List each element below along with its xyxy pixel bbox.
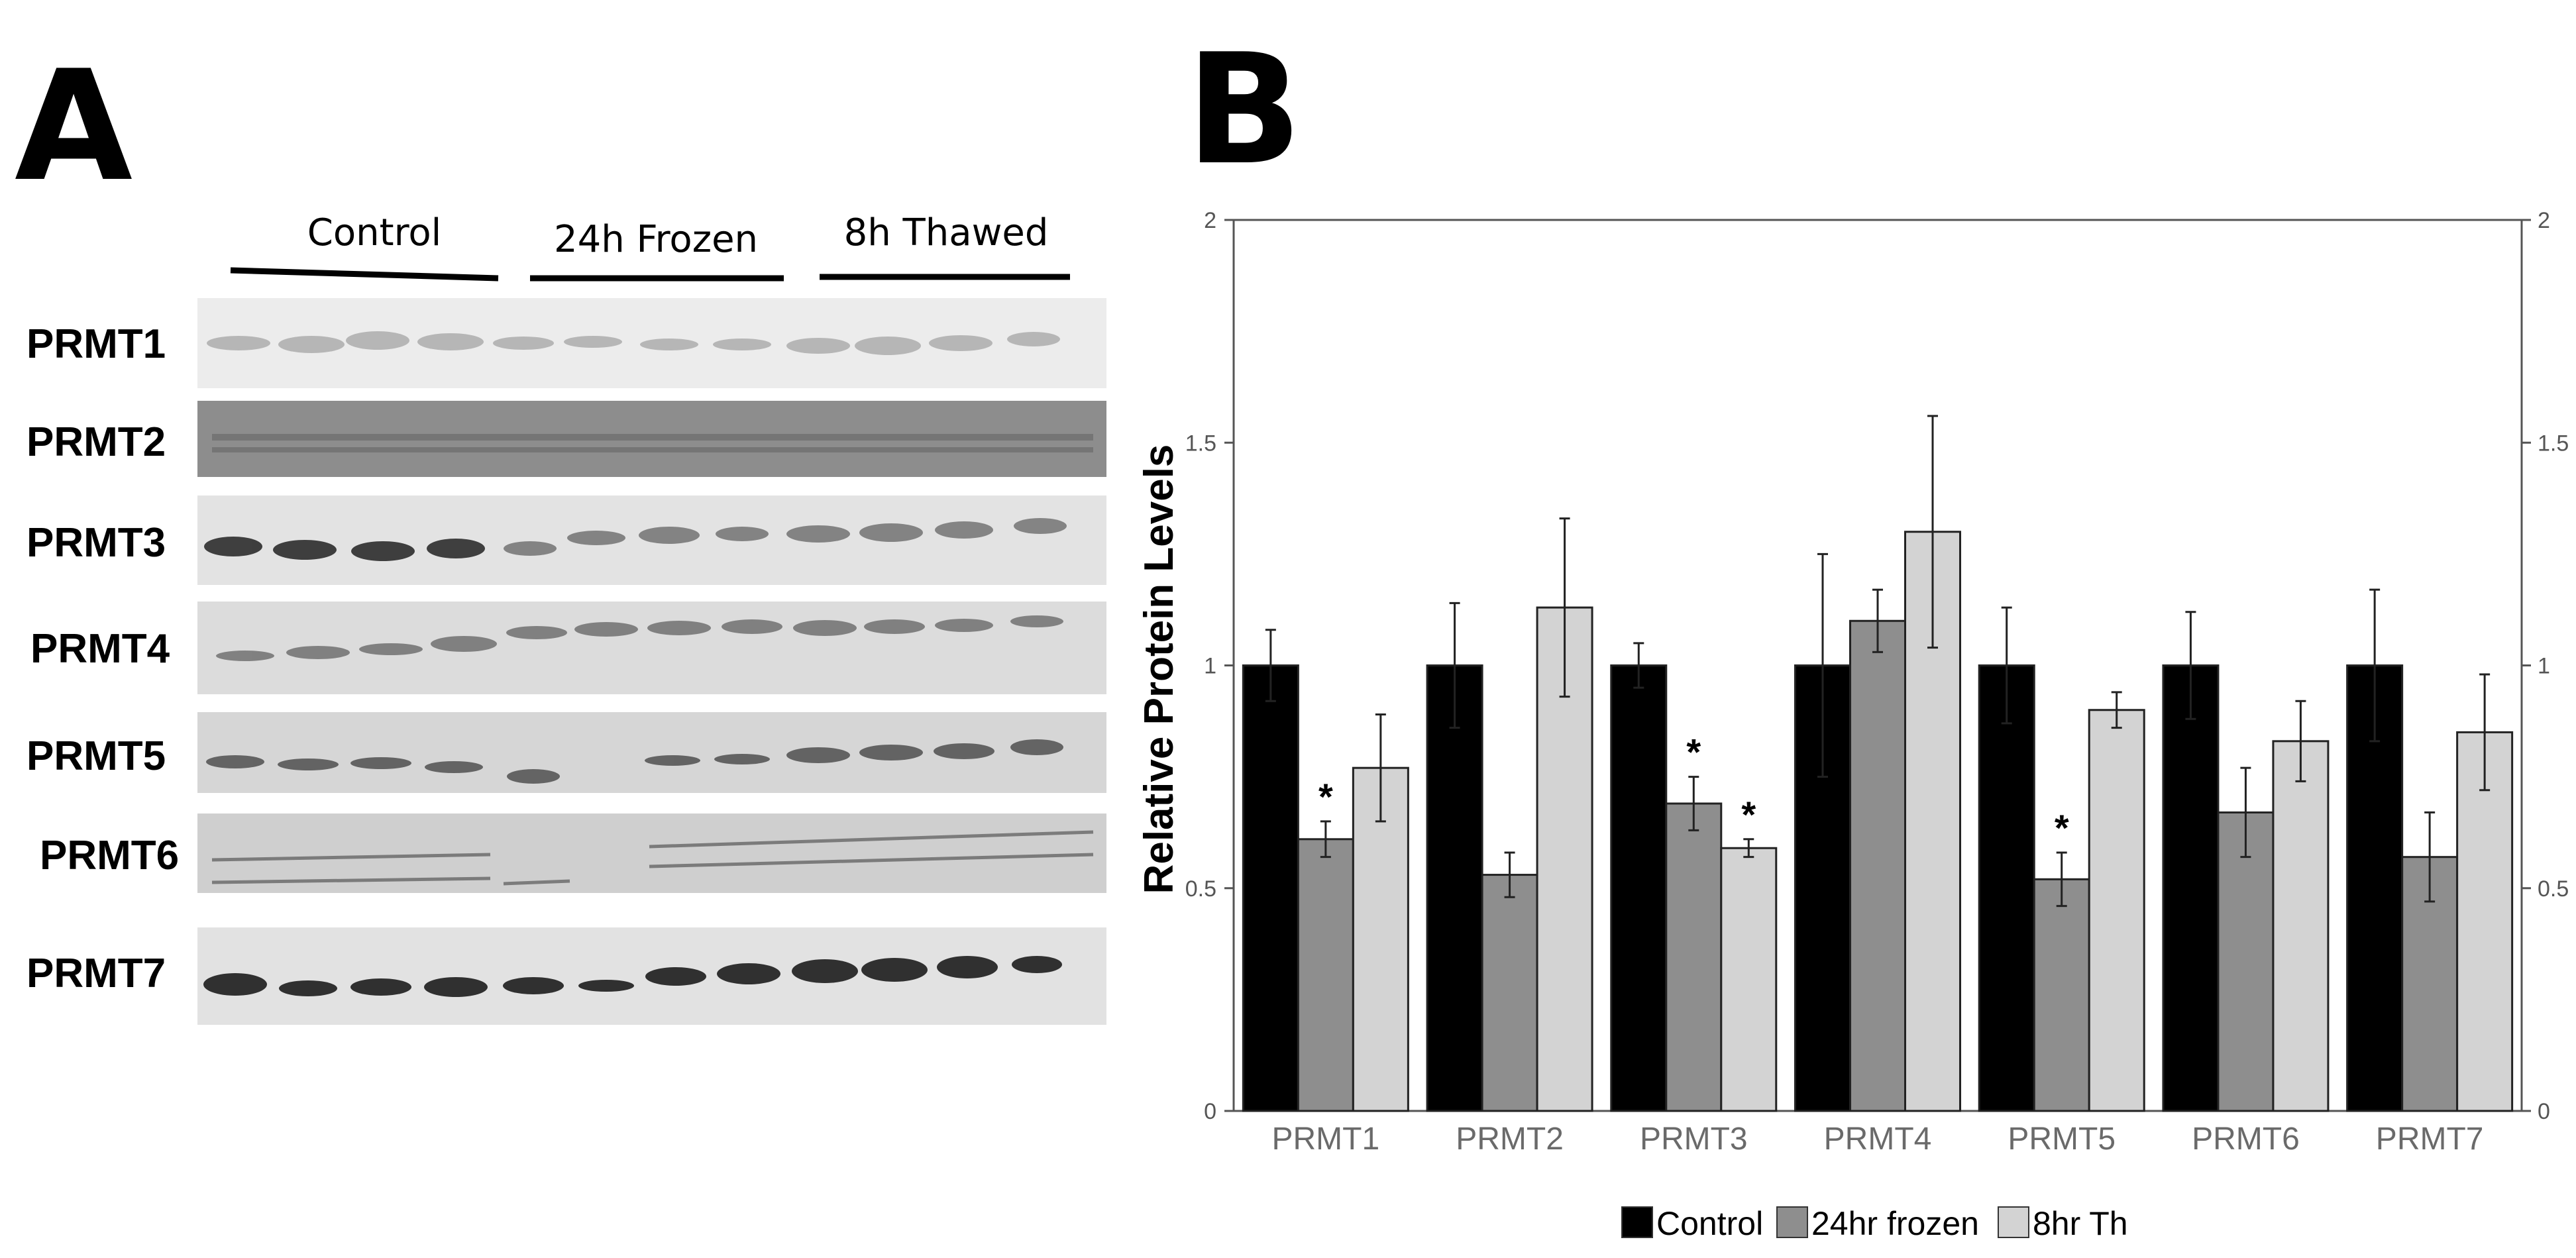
- significance-marker-prmt1-24hr-frozen: *: [1318, 776, 1333, 817]
- row-label-prmt2: PRMT2: [27, 419, 166, 465]
- error-bars: [1265, 415, 2491, 908]
- legend-label-8hr-th: 8hr Th: [2033, 1205, 2128, 1242]
- significance-marker-prmt3-24hr-frozen: *: [1686, 731, 1701, 773]
- bar-prmt6-24hr-frozen: [2217, 811, 2275, 1112]
- row-label-prmt3: PRMT3: [27, 520, 166, 566]
- y-ticks-left: 0 0.5 1 1.5 2: [1185, 208, 1234, 1124]
- significance-marker-prmt3-8hr-th: *: [1741, 794, 1756, 835]
- y-tick-label-left: 1: [1204, 654, 1216, 679]
- x-tick-label-prmt2: PRMT2: [1456, 1122, 1564, 1157]
- bar-prmt3-control: [1610, 664, 1668, 1112]
- blot-prmt5: [197, 712, 1106, 793]
- blot-prmt1: [197, 298, 1106, 388]
- bar-prmt5-24hr-frozen: [2033, 878, 2090, 1112]
- row-label-prmt7: PRMT7: [27, 951, 166, 996]
- x-tick-labels: PRMT1 PRMT2 PRMT3 PRMT4 PRMT5 PRMT6 PRMT7: [1272, 1122, 2484, 1157]
- bar-prmt4-24hr-frozen: [1849, 619, 1906, 1112]
- bar-prmt2-control: [1426, 664, 1483, 1112]
- bar-prmt1-control: [1242, 664, 1299, 1112]
- blot-prmt6: [197, 813, 1106, 893]
- x-tick-label-prmt7: PRMT7: [2376, 1122, 2484, 1157]
- legend: Control 24hr frozen 8hr Th: [1621, 1205, 2128, 1242]
- y-ticks-right: 0 0.5 1 1.5 2: [2522, 208, 2569, 1124]
- blot-prmt4: [197, 602, 1106, 694]
- group-label-8h-thawed: 8h Thawed: [844, 211, 1049, 254]
- group-bar-control: [230, 267, 499, 282]
- row-label-prmt5: PRMT5: [27, 733, 166, 779]
- row-label-prmt6: PRMT6: [40, 833, 179, 878]
- panel-a: A Control 24h Frozen 8h Thawed PRMT1 PRM…: [15, 38, 1106, 1025]
- bar-prmt5-8hr-th: [2088, 709, 2145, 1112]
- x-tick-label-prmt3: PRMT3: [1640, 1122, 1748, 1157]
- legend-label-control: Control: [1656, 1205, 1763, 1242]
- x-tick-label-prmt6: PRMT6: [2192, 1122, 2300, 1157]
- legend-label-24hr-frozen: 24hr frozen: [1811, 1205, 1979, 1242]
- y-tick-label-right: 2: [2538, 208, 2550, 233]
- bar-prmt1-8hr-th: [1352, 766, 1409, 1112]
- x-tick-label-prmt5: PRMT5: [2008, 1122, 2116, 1157]
- bar-prmt6-8hr-th: [2272, 740, 2330, 1112]
- bar-prmt5-control: [1978, 664, 2035, 1112]
- x-tick-label-prmt1: PRMT1: [1272, 1122, 1380, 1157]
- bars: [1242, 531, 2514, 1112]
- group-label-24h-frozen: 24h Frozen: [554, 218, 758, 261]
- panel-a-letter: A: [15, 38, 133, 215]
- bar-prmt3-24hr-frozen: [1665, 802, 1723, 1112]
- panel-b: B Relative Protein Levels 0 0.5 1 1.5 2 0 0.5…: [1136, 22, 2569, 1242]
- y-tick-label-right: 1: [2538, 654, 2550, 679]
- y-tick-label-right: 0: [2538, 1099, 2550, 1124]
- y-tick-label-left: 0.5: [1185, 876, 1216, 902]
- bar-prmt3-8hr-th: [1720, 847, 1778, 1112]
- blot-prmt2: [197, 401, 1106, 477]
- y-tick-label-left: 1.5: [1185, 431, 1216, 456]
- legend-swatch-control: [1621, 1206, 1653, 1238]
- group-label-control: Control: [307, 211, 441, 254]
- bar-prmt2-24hr-frozen: [1481, 874, 1538, 1112]
- blot-prmt3: [197, 496, 1106, 585]
- x-tick-label-prmt4: PRMT4: [1824, 1122, 1932, 1157]
- significance-markers: * * * *: [1318, 731, 2069, 849]
- y-tick-label-left: 0: [1204, 1099, 1216, 1124]
- y-tick-label-right: 1.5: [2538, 431, 2569, 456]
- bar-prmt7-8hr-th: [2456, 731, 2514, 1112]
- y-tick-label-right: 0.5: [2538, 876, 2569, 902]
- bar-prmt6-control: [2162, 664, 2220, 1112]
- y-axis-title: Relative Protein Levels: [1136, 445, 1182, 894]
- significance-marker-prmt5-24hr-frozen: *: [2055, 807, 2069, 849]
- panel-b-letter: B: [1186, 22, 1302, 199]
- legend-swatch-24hr-frozen: [1776, 1206, 1808, 1238]
- row-label-prmt4: PRMT4: [30, 626, 170, 672]
- legend-swatch-8hr-th: [1998, 1206, 2029, 1238]
- bar-prmt1-24hr-frozen: [1297, 838, 1354, 1112]
- blot-prmt7: [197, 927, 1106, 1025]
- y-tick-label-left: 2: [1204, 208, 1216, 233]
- row-label-prmt1: PRMT1: [27, 321, 166, 367]
